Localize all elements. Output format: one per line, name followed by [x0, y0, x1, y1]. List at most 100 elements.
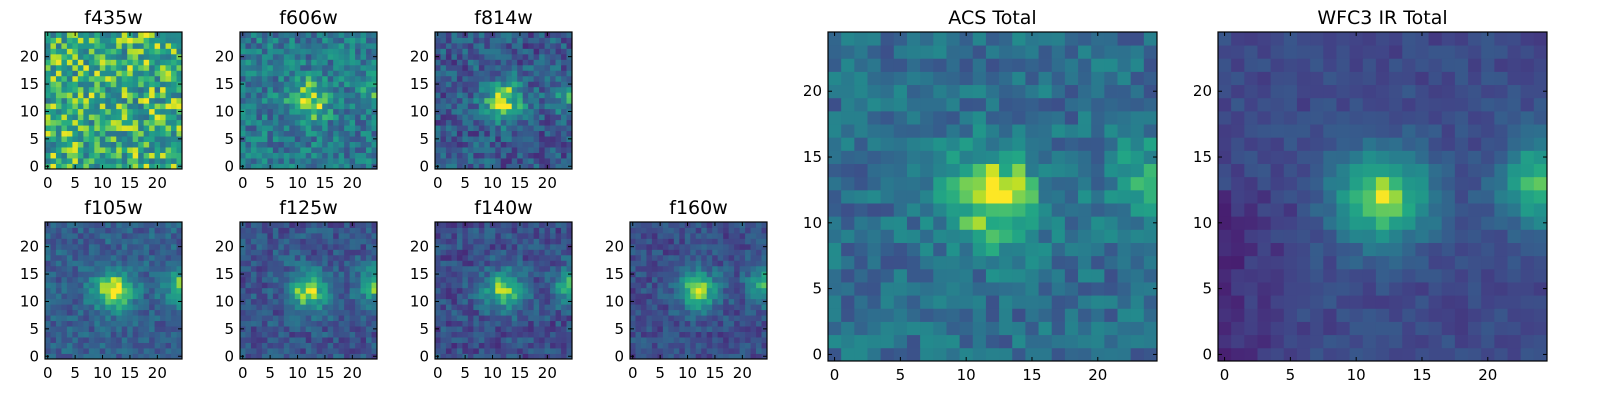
heatmap-cell — [500, 158, 507, 164]
heatmap-cell — [745, 353, 751, 360]
heatmap-cell — [522, 32, 529, 38]
heatmap-cell — [999, 242, 1013, 257]
heatmap-cell — [261, 158, 268, 164]
heatmap-cell — [88, 271, 95, 278]
heatmap-cell — [673, 315, 680, 322]
heatmap-cell — [333, 348, 340, 354]
heatmap-cell — [539, 265, 545, 272]
heatmap-cell — [473, 75, 480, 82]
heatmap-cell — [333, 64, 340, 71]
heatmap-cell — [66, 276, 73, 283]
heatmap-cell — [261, 42, 268, 49]
heatmap-cell — [706, 227, 713, 234]
heatmap-cell — [756, 287, 762, 294]
heatmap-cell — [305, 108, 312, 115]
heatmap-cell — [45, 232, 51, 239]
heatmap-cell — [160, 309, 166, 316]
heatmap-cell — [154, 64, 161, 71]
heatmap-cell — [105, 315, 112, 322]
heatmap-cell — [267, 309, 274, 316]
heatmap-cell — [1078, 334, 1092, 349]
heatmap-cell — [854, 282, 868, 296]
heatmap-cell — [267, 287, 274, 294]
heatmap-cell — [143, 287, 150, 294]
heatmap-cell — [646, 282, 653, 289]
heatmap-cell — [445, 238, 452, 245]
heatmap-cell — [72, 158, 79, 164]
heatmap-cell — [745, 287, 751, 294]
heatmap-cell — [456, 37, 463, 44]
heatmap-cell — [338, 287, 345, 294]
heatmap-cell — [160, 70, 166, 77]
heatmap-cell — [245, 158, 252, 164]
heatmap-cell — [456, 158, 463, 164]
heatmap-cell — [61, 243, 68, 250]
heatmap-cell — [355, 125, 361, 132]
heatmap-cell — [121, 348, 128, 354]
heatmap-cell — [160, 304, 166, 311]
heatmap-cell — [566, 320, 573, 327]
heatmap-cell — [673, 304, 680, 311]
heatmap-cell — [484, 265, 491, 272]
heatmap-cell — [94, 152, 101, 159]
heatmap-cell — [701, 222, 708, 228]
heatmap-cell — [154, 108, 161, 115]
heatmap-cell — [278, 97, 285, 104]
heatmap-cell — [138, 119, 145, 126]
heatmap-cell — [322, 119, 329, 126]
heatmap-cell — [366, 32, 372, 38]
heatmap-cell — [467, 353, 474, 360]
heatmap-cell — [116, 298, 123, 305]
heatmap-cell — [83, 136, 90, 142]
heatmap-cell — [440, 353, 447, 360]
heatmap-cell — [176, 158, 183, 164]
heatmap-cell — [1104, 347, 1118, 362]
heatmap-cell — [250, 97, 257, 104]
heatmap-cell — [745, 326, 751, 332]
heatmap-cell — [445, 326, 452, 332]
heatmap-cell — [121, 42, 128, 49]
heatmap-cell — [143, 97, 150, 104]
heatmap-cell — [651, 260, 658, 267]
heatmap-cell — [435, 315, 441, 322]
heatmap-cell — [734, 337, 740, 343]
heatmap-cell — [528, 331, 535, 338]
heatmap-cell — [662, 271, 669, 278]
heatmap-cell — [550, 158, 556, 164]
heatmap-cell — [355, 32, 361, 38]
heatmap-cell — [171, 238, 177, 245]
heatmap-cell — [88, 119, 95, 126]
heatmap-cell — [880, 203, 895, 217]
heatmap-cell — [456, 103, 463, 110]
heatmap-cell — [121, 125, 128, 132]
heatmap-cell — [294, 125, 301, 132]
heatmap-cell — [278, 125, 285, 132]
heatmap-cell — [300, 298, 307, 305]
heatmap-cell — [478, 97, 485, 104]
heatmap-cell — [880, 268, 895, 283]
heatmap-cell — [1012, 308, 1026, 322]
heatmap-cell — [305, 114, 312, 121]
heatmap-cell — [267, 293, 274, 300]
heatmap-cell — [355, 342, 361, 349]
heatmap-cell — [283, 108, 290, 115]
heatmap-cell — [289, 222, 296, 228]
heatmap-cell — [311, 337, 318, 343]
heatmap-cell — [566, 152, 573, 159]
heatmap-cell — [99, 320, 106, 327]
heatmap-cell — [673, 249, 680, 256]
heatmap-cell — [316, 48, 323, 55]
heatmap-cell — [561, 276, 567, 283]
heatmap-cell — [121, 293, 128, 300]
heatmap-cell — [338, 42, 345, 49]
heatmap-cell — [728, 254, 735, 261]
heatmap-cell — [55, 130, 62, 137]
heatmap-cell — [473, 331, 480, 338]
heatmap-cell — [360, 320, 367, 327]
heatmap-cell — [83, 304, 90, 311]
heatmap-cell — [165, 42, 172, 49]
heatmap-cell — [55, 342, 62, 349]
heatmap-cell — [261, 147, 268, 153]
heatmap-cell — [517, 103, 524, 110]
heatmap-cell — [283, 254, 290, 261]
